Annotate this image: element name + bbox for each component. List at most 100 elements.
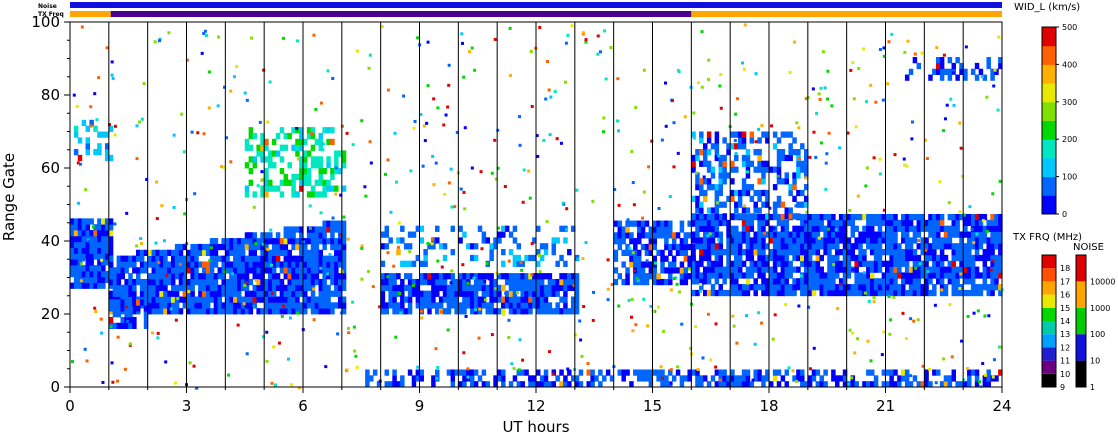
- echo-cell: [699, 381, 704, 388]
- echo-cell: [982, 249, 988, 256]
- echo-cell: [959, 146, 963, 150]
- echo-cell: [646, 324, 650, 328]
- echo-cell: [722, 178, 727, 185]
- echo-cell: [613, 187, 617, 191]
- echo-cell: [691, 160, 696, 167]
- echo-cell: [547, 278, 553, 286]
- echo-cell: [893, 243, 898, 250]
- echo-cell: [538, 25, 542, 29]
- echo-cell: [508, 308, 514, 315]
- echo-cell: [306, 179, 312, 186]
- echo-cell: [392, 273, 397, 280]
- echo-cell: [256, 150, 261, 157]
- echo-cell: [233, 308, 238, 315]
- echo-cell: [248, 168, 254, 175]
- echo-cell: [908, 254, 914, 262]
- echo-cell: [770, 124, 774, 128]
- echo-cell: [108, 273, 114, 280]
- echo-cell: [178, 262, 182, 266]
- echo-cell: [139, 278, 145, 286]
- echo-cell: [730, 166, 735, 173]
- echo-cell: [722, 137, 727, 144]
- echo-cell: [765, 131, 770, 138]
- echo-cell: [753, 342, 757, 346]
- echo-cell: [586, 369, 591, 376]
- echo-cell: [642, 297, 646, 301]
- echo-cell: [318, 308, 324, 315]
- echo-cell: [788, 249, 793, 256]
- echo-cell: [260, 278, 265, 286]
- echo-cell: [539, 254, 545, 262]
- echo-cell: [800, 201, 805, 208]
- echo-cell: [726, 243, 731, 250]
- echo-cell: [520, 381, 525, 388]
- echo-cell: [559, 273, 564, 280]
- echo-cell: [165, 273, 169, 277]
- echo-cell: [951, 375, 956, 382]
- echo-cell: [85, 224, 91, 231]
- echo-cell: [710, 260, 716, 267]
- echo-cell: [734, 207, 739, 214]
- echo-cell: [423, 254, 428, 262]
- echo-cell: [912, 237, 918, 244]
- echo-cell: [372, 369, 378, 376]
- noise-colorbar-frame: [1075, 254, 1087, 388]
- echo-cell: [299, 278, 304, 286]
- echo-cell: [636, 267, 642, 274]
- echo-cell: [291, 179, 296, 186]
- echo-cell: [205, 273, 211, 280]
- echo-cell: [520, 273, 525, 280]
- echo-cell: [955, 289, 960, 297]
- echo-cell: [679, 381, 685, 388]
- echo-cell: [959, 249, 964, 256]
- echo-cell: [543, 381, 549, 388]
- echo-cell: [89, 282, 94, 289]
- echo-cell: [334, 243, 339, 251]
- echo-cell: [761, 160, 766, 167]
- echo-cell: [998, 243, 1003, 250]
- echo-cell: [998, 272, 1003, 279]
- echo-cell: [753, 284, 758, 291]
- echo-cell: [400, 308, 405, 315]
- echo-cell: [545, 220, 549, 224]
- echo-cell: [306, 238, 312, 245]
- echo-cell: [850, 213, 856, 221]
- echo-cell: [606, 258, 610, 262]
- echo-cell: [753, 243, 758, 250]
- echo-cell: [512, 260, 518, 267]
- echo-cell: [796, 201, 801, 208]
- echo-cell: [797, 304, 801, 308]
- echo-cell: [664, 81, 668, 85]
- echo-cell: [866, 369, 871, 376]
- echo-cell: [318, 191, 324, 198]
- echo-cell: [972, 311, 976, 315]
- echo-cell: [776, 160, 782, 167]
- echo-cell: [139, 255, 145, 262]
- echo-cell: [889, 237, 894, 244]
- echo-cell: [850, 376, 854, 380]
- echo-cell: [784, 237, 790, 244]
- echo-cell: [287, 249, 292, 256]
- echo-cell: [842, 284, 848, 291]
- echo-cell: [512, 290, 518, 297]
- echo-cell: [536, 381, 541, 388]
- echo-cell: [527, 169, 531, 173]
- echo-cell: [796, 243, 801, 250]
- echo-cell: [275, 150, 281, 157]
- echo-cell: [939, 381, 945, 388]
- echo-cell: [143, 311, 149, 318]
- echo-cell: [909, 317, 913, 321]
- echo-cell: [416, 36, 420, 40]
- echo-cell: [846, 131, 850, 135]
- echo-cell: [978, 237, 984, 244]
- echo-cell: [469, 273, 475, 280]
- echo-cell: [419, 296, 424, 303]
- echo-cell: [851, 268, 855, 272]
- echo-cell: [453, 205, 457, 209]
- echo-cell: [474, 308, 478, 312]
- echo-cell: [81, 235, 87, 243]
- echo-cell: [73, 149, 79, 156]
- echo-cell: [873, 243, 879, 250]
- echo-cell: [959, 68, 964, 75]
- echo-cell: [314, 261, 320, 268]
